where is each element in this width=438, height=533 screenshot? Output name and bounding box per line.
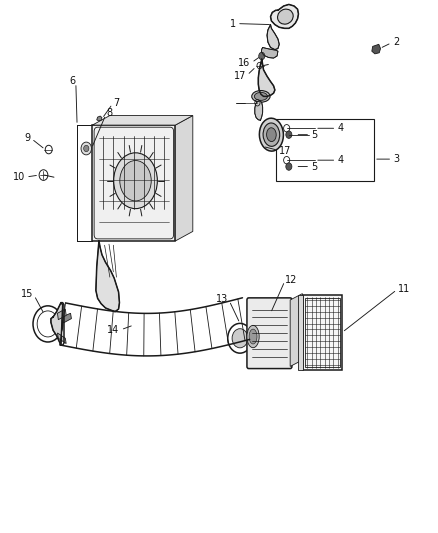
- Text: 16: 16: [238, 59, 251, 68]
- Polygon shape: [51, 303, 63, 345]
- Polygon shape: [258, 59, 275, 96]
- Circle shape: [232, 329, 248, 348]
- Text: 6: 6: [70, 77, 76, 86]
- Text: 3: 3: [394, 154, 400, 164]
- Polygon shape: [372, 44, 381, 54]
- Text: 11: 11: [398, 284, 410, 294]
- Text: 8: 8: [106, 108, 113, 118]
- Ellipse shape: [249, 329, 257, 344]
- Ellipse shape: [254, 92, 268, 100]
- FancyBboxPatch shape: [303, 295, 342, 370]
- Text: 15: 15: [21, 289, 33, 299]
- FancyBboxPatch shape: [92, 125, 175, 241]
- Ellipse shape: [263, 123, 280, 147]
- Polygon shape: [60, 313, 71, 323]
- Text: 7: 7: [113, 98, 120, 108]
- Polygon shape: [57, 333, 66, 344]
- FancyBboxPatch shape: [247, 298, 292, 368]
- Text: 12: 12: [286, 275, 298, 285]
- Circle shape: [286, 163, 292, 170]
- Circle shape: [84, 146, 89, 152]
- Circle shape: [81, 142, 92, 155]
- Polygon shape: [57, 309, 66, 320]
- Polygon shape: [92, 116, 193, 125]
- Polygon shape: [298, 295, 303, 370]
- Text: 5: 5: [311, 130, 318, 140]
- Circle shape: [286, 131, 292, 139]
- Ellipse shape: [120, 160, 151, 201]
- Ellipse shape: [114, 153, 157, 208]
- Text: 2: 2: [393, 37, 399, 47]
- Polygon shape: [97, 116, 102, 121]
- Text: 9: 9: [24, 133, 30, 143]
- Polygon shape: [96, 241, 120, 312]
- Ellipse shape: [252, 91, 270, 102]
- Polygon shape: [271, 4, 298, 28]
- Polygon shape: [255, 101, 263, 120]
- Text: 13: 13: [216, 294, 229, 304]
- Text: 17: 17: [234, 71, 246, 81]
- Polygon shape: [267, 25, 279, 50]
- Polygon shape: [175, 116, 193, 241]
- Ellipse shape: [278, 9, 293, 24]
- Text: 5: 5: [311, 161, 318, 172]
- Text: 14: 14: [107, 325, 120, 335]
- Text: 4: 4: [338, 155, 344, 165]
- Polygon shape: [261, 47, 278, 58]
- Polygon shape: [290, 294, 302, 367]
- Circle shape: [259, 52, 265, 60]
- Ellipse shape: [259, 118, 283, 151]
- Text: 1: 1: [230, 19, 236, 29]
- Ellipse shape: [267, 128, 276, 142]
- Text: 10: 10: [12, 172, 25, 182]
- Text: 4: 4: [338, 123, 344, 133]
- Text: 17: 17: [279, 146, 292, 156]
- Ellipse shape: [247, 325, 259, 348]
